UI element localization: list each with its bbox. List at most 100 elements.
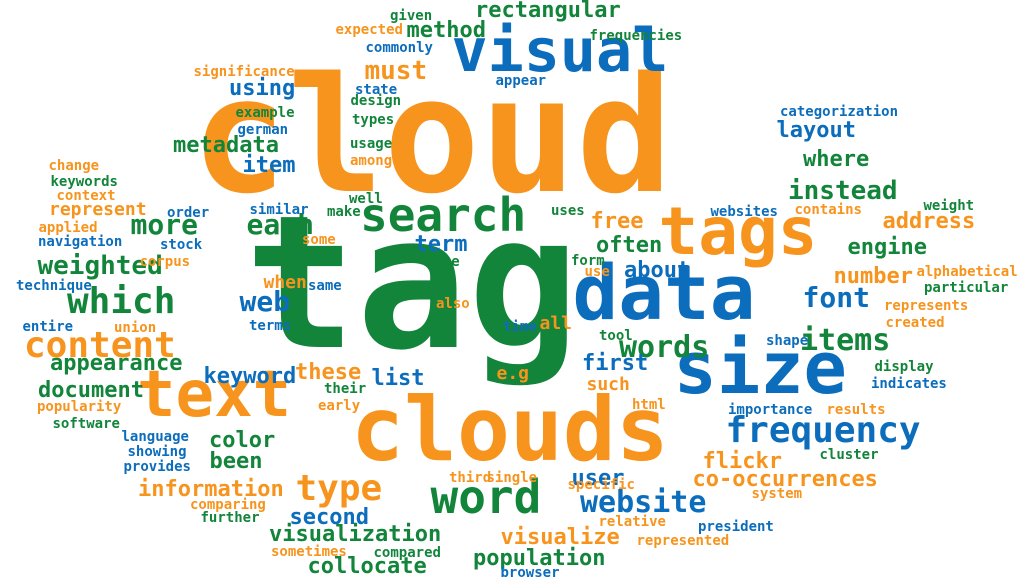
word-word: word xyxy=(430,470,542,524)
word-weight: weight xyxy=(923,198,975,214)
word-these: these xyxy=(295,360,362,385)
word-shape: shape xyxy=(766,333,809,349)
word-same: same xyxy=(308,278,342,294)
word-significance: significance xyxy=(193,64,295,80)
word-popularity: popularity xyxy=(37,399,122,415)
word-site: site xyxy=(426,254,460,270)
word-given: given xyxy=(390,8,433,24)
word-represents: represents xyxy=(884,298,969,314)
word-layout: layout xyxy=(776,118,856,143)
word-visual: visual xyxy=(451,16,669,86)
word-font: font xyxy=(802,281,870,314)
word-software: software xyxy=(52,416,120,432)
word-about: about xyxy=(624,258,691,283)
word-first: first xyxy=(582,351,649,376)
word-technique: technique xyxy=(16,278,92,294)
word-uses: uses xyxy=(551,203,585,219)
word-particular: particular xyxy=(924,280,1009,296)
word-tool: tool xyxy=(599,328,633,344)
word-display: display xyxy=(874,359,934,375)
word-system: system xyxy=(751,486,803,502)
word-document: document xyxy=(38,378,144,403)
word-categorization: categorization xyxy=(780,104,899,120)
word-navigation: navigation xyxy=(38,234,123,250)
word-further: further xyxy=(200,510,260,526)
word-applied: applied xyxy=(38,220,98,236)
word-president: president xyxy=(698,519,774,535)
word-frequencies: frequencies xyxy=(589,28,683,44)
word-frequency: frequency xyxy=(725,410,921,451)
word-must: must xyxy=(364,56,428,86)
word-make: make xyxy=(327,204,361,220)
word-appearance: appearance xyxy=(50,351,183,376)
word-e-g: e.g xyxy=(496,363,530,384)
word-alphabetical: alphabetical xyxy=(916,264,1018,280)
word-metadata: metadata xyxy=(173,133,279,158)
word-contains: contains xyxy=(794,202,862,218)
word-engine: engine xyxy=(847,235,927,260)
word-population: population xyxy=(473,546,606,571)
word-some: some xyxy=(302,232,336,248)
word-among: among xyxy=(350,153,393,169)
word-early: early xyxy=(318,398,361,414)
word-clouds: clouds xyxy=(351,378,669,481)
word-data: data xyxy=(572,248,756,337)
word-number: number xyxy=(833,264,913,289)
word-order: order xyxy=(167,205,210,221)
word-types: types xyxy=(352,112,395,128)
word-entire: entire xyxy=(22,319,74,335)
word-terms: terms xyxy=(249,318,292,334)
word-represented: represented xyxy=(636,533,730,549)
word-language: language xyxy=(121,429,189,445)
word-state: state xyxy=(355,82,398,98)
word-user: user xyxy=(571,466,625,491)
word-third: third xyxy=(449,470,492,486)
word-where: where xyxy=(803,147,870,172)
word-context: context xyxy=(56,188,116,204)
word-results: results xyxy=(826,402,886,418)
word-rectangular: rectangular xyxy=(475,0,621,23)
word-indicates: indicates xyxy=(871,376,947,392)
word-co-occurrences: co-occurrences xyxy=(692,467,878,492)
word-german: german xyxy=(237,122,289,138)
word-corpus: corpus xyxy=(139,254,191,270)
word-single: single xyxy=(486,470,538,486)
word-more: more xyxy=(130,208,198,241)
word-specific: specific xyxy=(567,477,635,493)
word-size: size xyxy=(673,326,847,410)
word-usage: usage xyxy=(350,136,393,152)
word-visualize: visualize xyxy=(500,525,620,550)
word-information: information xyxy=(138,477,284,502)
word-which: which xyxy=(67,281,176,322)
word-represent: represent xyxy=(49,199,147,220)
word-such: such xyxy=(586,374,630,395)
word-second: second xyxy=(289,505,369,530)
word-website: website xyxy=(580,485,707,520)
word-tags: tags xyxy=(658,193,818,270)
word-websites: websites xyxy=(710,204,778,220)
word-showing: showing xyxy=(127,444,187,460)
word-visualization: visualization xyxy=(269,522,442,547)
word-example: example xyxy=(235,105,295,121)
word-been: been xyxy=(209,449,263,474)
word-all: all xyxy=(539,313,573,334)
word-web: web xyxy=(239,285,291,318)
word-use: use xyxy=(584,264,610,280)
word-union: union xyxy=(114,320,157,336)
word-created: created xyxy=(885,315,945,331)
word-form: form xyxy=(571,253,605,269)
word-keyword: keyword xyxy=(203,364,297,389)
word-comparing: comparing xyxy=(190,497,266,513)
word-also: also xyxy=(436,296,470,312)
word-well: well xyxy=(349,191,383,207)
word-often: often xyxy=(596,233,663,258)
word-time: time xyxy=(503,319,537,335)
word-cloud: cloud xyxy=(191,42,673,229)
word-collocate: collocate xyxy=(307,554,427,579)
word-instead: instead xyxy=(788,176,898,206)
word-browser: browser xyxy=(500,565,560,580)
word-similar: similar xyxy=(249,202,309,218)
word-list: list xyxy=(371,366,425,391)
word-item: item xyxy=(242,153,296,178)
word-weighted: weighted xyxy=(37,251,163,281)
